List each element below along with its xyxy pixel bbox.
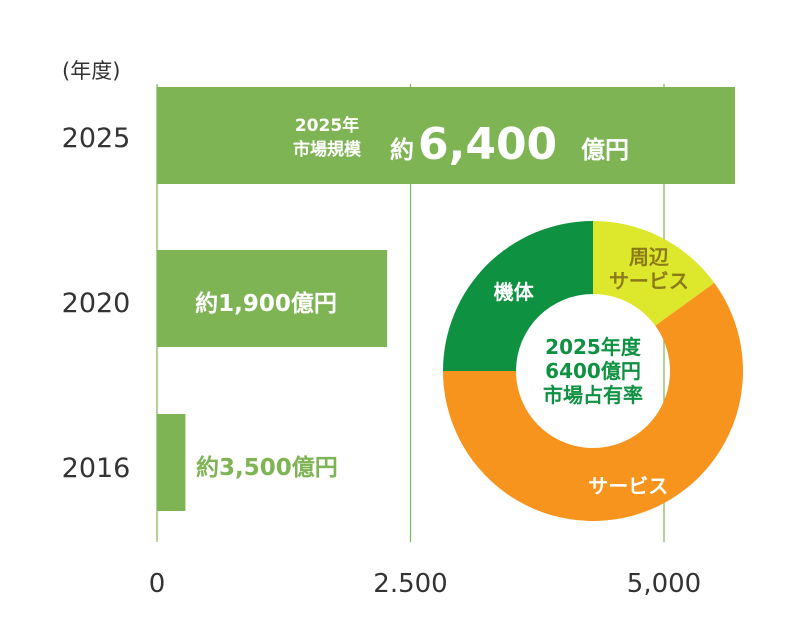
x-tick-label: 0 (149, 569, 166, 599)
x-tick-label: 2.500 (373, 569, 447, 599)
bar-2020 (157, 250, 388, 347)
donut-slice-label: サービス (588, 474, 668, 498)
bar-value-label: 約3,500億円 (196, 454, 338, 481)
bar-label-small: 市場規模 (293, 139, 362, 160)
donut-center-text: 2025年度 (545, 335, 642, 359)
donut-slice-1 (593, 221, 715, 326)
donut-slice-0 (443, 221, 593, 371)
bar-label-small: 2025年 (295, 115, 359, 136)
x-tick-labels: 0 2.500 5,000 (149, 569, 701, 599)
bar-label-prefix: 約 (390, 136, 414, 164)
donut-slice-label: サービス (609, 269, 689, 293)
donut-center-text: 市場占有率 (543, 383, 643, 407)
bar-2016 (157, 414, 186, 511)
donut-slice-label: 周辺 (629, 245, 669, 269)
x-tick-label: 5,000 (627, 569, 701, 599)
donut-slice-2 (443, 282, 743, 521)
donut-center-text: 6400億円 (545, 359, 641, 383)
y-category-label: 2020 (62, 288, 131, 319)
y-category-labels: 2025 2020 2016 (62, 123, 131, 484)
bar-label-number: 6,400 (418, 119, 557, 170)
y-category-label: 2016 (62, 453, 131, 484)
y-axis-unit-label: (年度) (62, 59, 120, 83)
bar-label-suffix: 億円 (581, 136, 629, 164)
donut-slice-label: 機体 (494, 280, 535, 304)
bars (157, 87, 735, 511)
bar-value-label: 約1,900億円 (195, 290, 337, 317)
bar-2025 (157, 87, 735, 184)
y-category-label: 2025 (62, 123, 131, 154)
